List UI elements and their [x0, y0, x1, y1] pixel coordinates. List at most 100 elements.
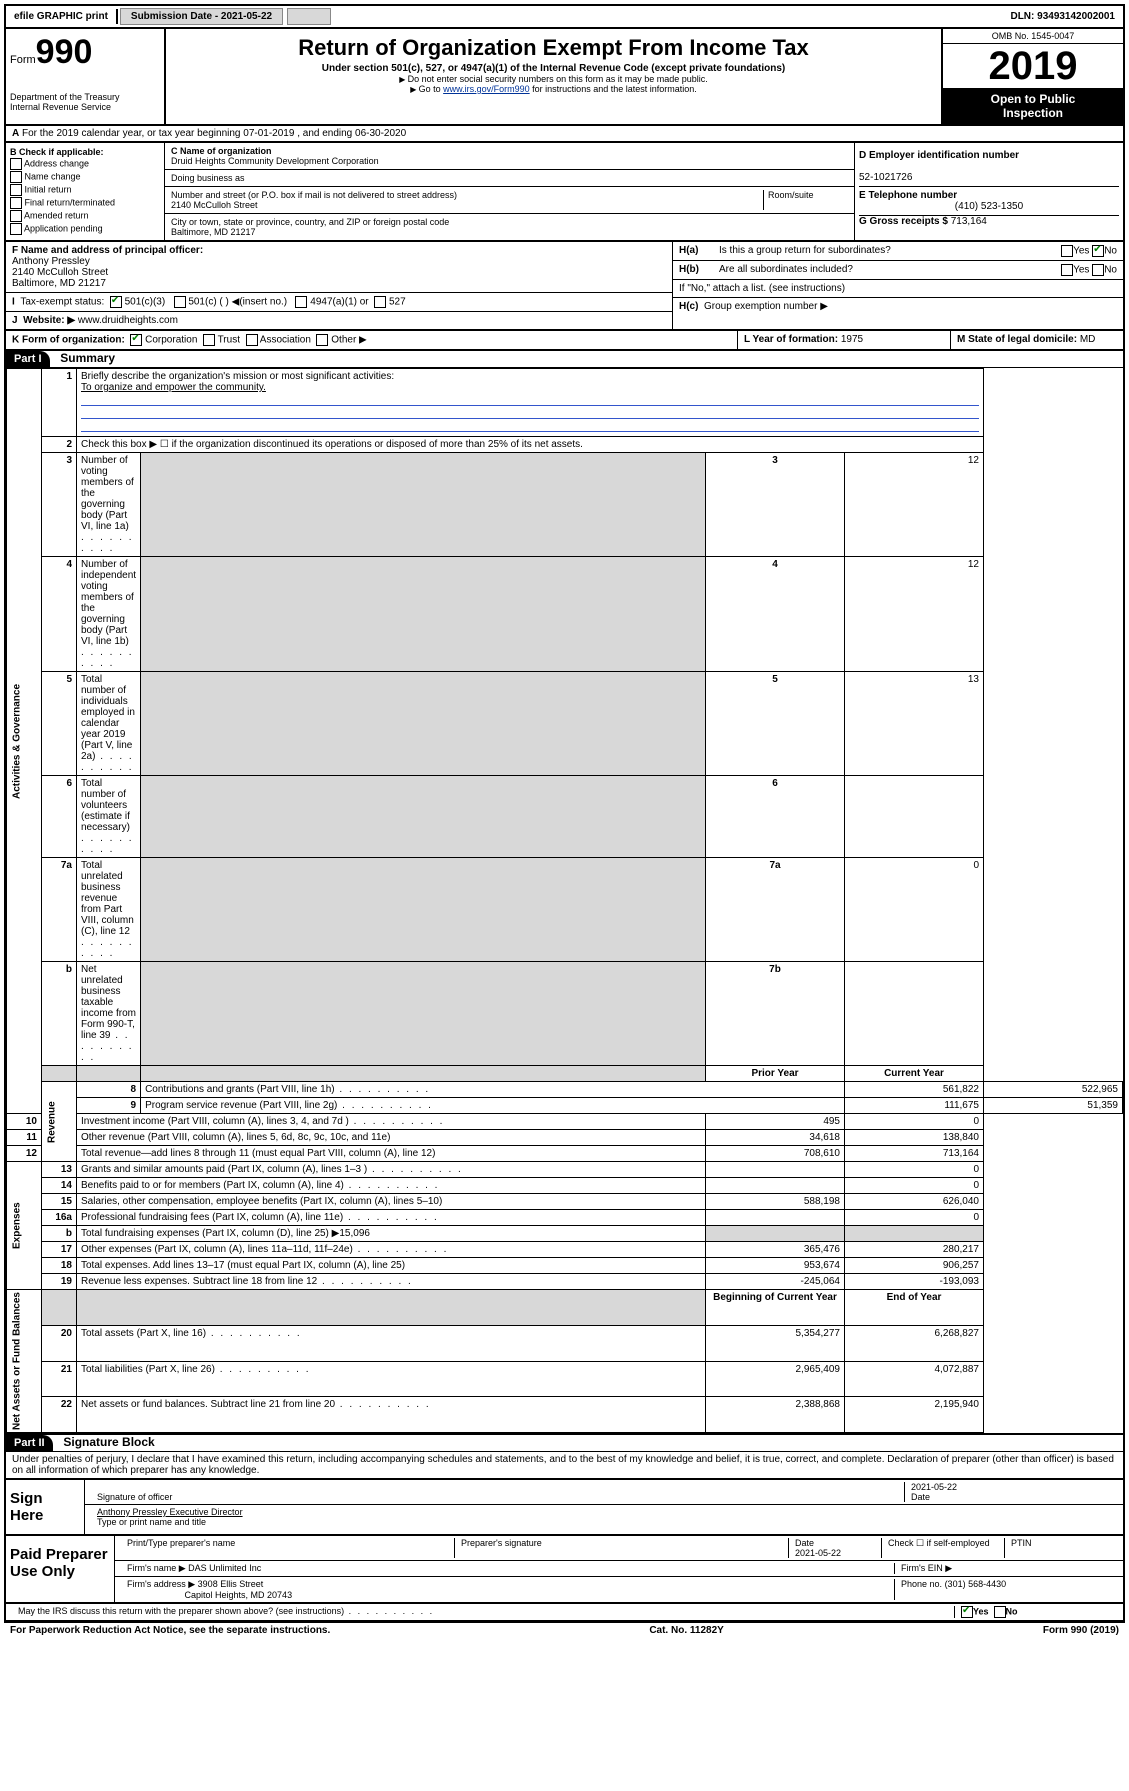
chk-amended[interactable]: Amended return	[10, 210, 160, 222]
part-i-header: Part I Summary	[6, 351, 1123, 368]
domicile-label: M State of legal domicile:	[957, 334, 1077, 345]
head-current: Current Year	[845, 1066, 984, 1082]
tax-status-label: Tax-exempt status:	[20, 297, 104, 308]
ptin-label: PTIN	[1005, 1538, 1117, 1558]
discuss-yes[interactable]	[961, 1606, 973, 1618]
prep-name-label: Print/Type preparer's name	[121, 1538, 455, 1558]
paid-preparer-label: Paid Preparer Use Only	[6, 1536, 115, 1602]
box-h-note: If "No," attach a list. (see instruction…	[673, 280, 1123, 298]
row-11-desc: Other revenue (Part VIII, column (A), li…	[77, 1130, 706, 1146]
row-18-cur: 906,257	[845, 1258, 984, 1274]
box-j: J Website: ▶ www.druidheights.com	[6, 312, 672, 329]
chk-final-return[interactable]: Final return/terminated	[10, 197, 160, 209]
officer-label: F Name and address of principal officer:	[12, 245, 203, 256]
group-expenses: Expenses	[7, 1162, 42, 1290]
no-label: No	[1006, 1606, 1018, 1616]
form-subtitle: Under section 501(c), 527, or 4947(a)(1)…	[170, 63, 937, 74]
hb-text: Are all subordinates included?	[719, 264, 1061, 276]
head-end: End of Year	[845, 1290, 984, 1326]
row-20-desc: Total assets (Part X, line 16)	[77, 1325, 706, 1361]
part-i: Part I Summary Activities & Governance 1…	[4, 351, 1125, 1435]
part-i-title: Summary	[52, 349, 123, 367]
row-22-desc: Net assets or fund balances. Subtract li…	[77, 1397, 706, 1433]
chk-trust[interactable]	[203, 334, 215, 346]
firm-phone-value: (301) 568-4430	[945, 1579, 1007, 1589]
section-bcdeg: B Check if applicable: Address change Na…	[4, 143, 1125, 242]
part-i-label: Part I	[6, 351, 50, 367]
row-9-cur: 51,359	[984, 1098, 1123, 1114]
chk-4947[interactable]	[295, 296, 307, 308]
ha-no[interactable]	[1092, 245, 1104, 257]
box-b-label: B Check if applicable:	[10, 147, 104, 157]
chk-name-change[interactable]: Name change	[10, 171, 160, 183]
summary-body: Activities & Governance 1 Briefly descri…	[6, 368, 1123, 1433]
city-label: City or town, state or province, country…	[171, 217, 449, 227]
row-7a-desc: Total unrelated business revenue from Pa…	[77, 858, 141, 962]
header-right: OMB No. 1545-0047 2019 Open to Public In…	[941, 29, 1123, 124]
dept-treasury: Department of the Treasury	[10, 92, 160, 102]
row-10-desc: Investment income (Part VIII, column (A)…	[77, 1114, 706, 1130]
row-5-desc: Total number of individuals employed in …	[77, 672, 141, 776]
head-begin: Beginning of Current Year	[706, 1290, 845, 1326]
chk-501c3[interactable]	[110, 296, 122, 308]
q1-label: Briefly describe the organization's miss…	[81, 371, 394, 382]
chk-address-change[interactable]: Address change	[10, 158, 160, 170]
gross-receipts-label: G Gross receipts $	[859, 216, 948, 227]
phone-label: E Telephone number	[859, 190, 957, 201]
row-8-desc: Contributions and grants (Part VIII, lin…	[141, 1082, 845, 1098]
ha-yes[interactable]	[1061, 245, 1073, 257]
form-header: Form990 Department of the Treasury Inter…	[4, 29, 1125, 126]
chk-application-pending[interactable]: Application pending	[10, 223, 160, 235]
chk-527[interactable]	[374, 296, 386, 308]
hb-no[interactable]	[1092, 264, 1104, 276]
self-employed-check[interactable]: Check ☐ if self-employed	[882, 1538, 1005, 1558]
type-name-label: Type or print name and title	[97, 1517, 206, 1527]
discuss-no[interactable]	[994, 1606, 1006, 1618]
group-net-assets: Net Assets or Fund Balances	[7, 1290, 42, 1433]
row-8-cur: 522,965	[984, 1082, 1123, 1098]
row-21-end: 4,072,887	[845, 1361, 984, 1397]
city-value: Baltimore, MD 21217	[171, 227, 256, 237]
group-revenue: Revenue	[42, 1082, 77, 1162]
row-22-end: 2,195,940	[845, 1397, 984, 1433]
perjury-text: Under penalties of perjury, I declare th…	[6, 1452, 1123, 1478]
box-d: D Employer identification number 52-1021…	[859, 147, 1119, 187]
row-10-cur: 0	[845, 1114, 984, 1130]
form-footer: Form 990 (2019)	[1043, 1625, 1119, 1636]
summary-table: Activities & Governance 1 Briefly descri…	[6, 368, 1123, 1433]
row-5-val: 13	[845, 672, 984, 776]
row-7a-val: 0	[845, 858, 984, 962]
hb-yes[interactable]	[1061, 264, 1073, 276]
row-12-desc: Total revenue—add lines 8 through 11 (mu…	[77, 1146, 706, 1162]
paid-preparer-block: Paid Preparer Use Only Print/Type prepar…	[4, 1536, 1125, 1622]
chk-initial-return[interactable]: Initial return	[10, 184, 160, 196]
q2-label: Check this box ▶ ☐ if the organization d…	[77, 437, 984, 453]
form-label: Form	[10, 54, 36, 66]
blank-button[interactable]	[287, 8, 331, 25]
submission-date-button[interactable]: Submission Date - 2021-05-22	[120, 8, 283, 25]
chk-corp[interactable]	[130, 334, 142, 346]
row-22-begin: 2,388,868	[706, 1397, 845, 1433]
form-number: Form990	[10, 33, 160, 72]
box-c: C Name of organization Druid Heights Com…	[165, 143, 855, 240]
row-8-prior: 561,822	[845, 1082, 984, 1098]
sig-date-label: Date	[911, 1492, 930, 1502]
instructions-link[interactable]: www.irs.gov/Form990	[443, 84, 530, 94]
row-9-prior: 111,675	[845, 1098, 984, 1114]
row-12-prior: 708,610	[706, 1146, 845, 1162]
chk-assoc[interactable]	[246, 334, 258, 346]
goto-line: Go to www.irs.gov/Form990 for instructio…	[170, 84, 937, 94]
firm-addr2: Capitol Heights, MD 20743	[185, 1590, 293, 1600]
row-14-prior	[706, 1178, 845, 1194]
opt-527: 527	[389, 297, 406, 308]
chk-501c[interactable]	[174, 296, 186, 308]
group-activities: Activities & Governance	[7, 369, 42, 1114]
row-15-cur: 626,040	[845, 1194, 984, 1210]
efile-label[interactable]: efile GRAPHIC print	[6, 9, 118, 24]
row-16b-desc: Total fundraising expenses (Part IX, col…	[77, 1226, 706, 1242]
prep-sig-label: Preparer's signature	[455, 1538, 789, 1558]
firm-name-value: DAS Unlimited Inc	[188, 1563, 261, 1573]
row-14-cur: 0	[845, 1178, 984, 1194]
chk-other[interactable]	[316, 334, 328, 346]
row-4-desc: Number of independent voting members of …	[77, 557, 141, 672]
